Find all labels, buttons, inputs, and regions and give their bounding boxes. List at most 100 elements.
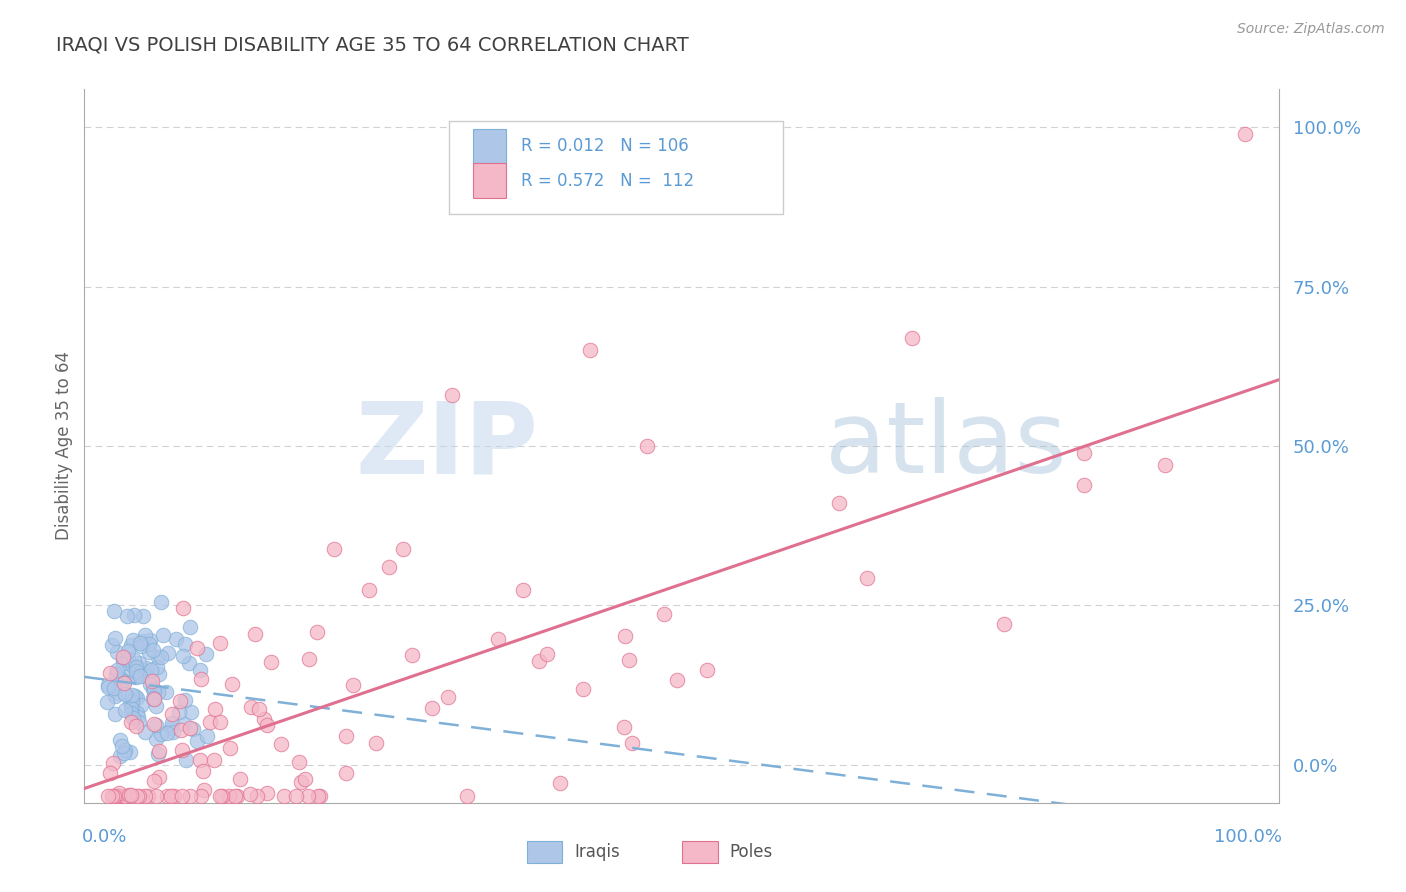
Point	[146, 650, 169, 665]
Point	[138, 677, 160, 691]
Point	[142, 684, 165, 698]
Point	[298, 651, 321, 665]
Point	[134, 628, 156, 642]
Point	[128, 715, 150, 730]
Point	[120, 714, 142, 729]
Point	[209, 715, 232, 730]
Point	[613, 629, 636, 643]
Point	[1153, 458, 1175, 472]
Point	[125, 664, 148, 678]
Point	[121, 694, 143, 708]
Point	[156, 789, 179, 804]
Point	[246, 789, 269, 804]
Bar	[682, 840, 718, 863]
Point	[696, 663, 718, 677]
Point	[156, 647, 179, 661]
Point	[180, 705, 202, 719]
Point	[138, 632, 160, 647]
Point	[103, 789, 125, 804]
Point	[366, 736, 388, 750]
FancyBboxPatch shape	[449, 121, 783, 214]
Point	[163, 789, 186, 804]
Point	[665, 673, 688, 687]
Point	[172, 789, 194, 804]
Y-axis label: Disability Age 35 to 64: Disability Age 35 to 64	[55, 351, 73, 541]
Point	[239, 787, 262, 801]
Point	[122, 653, 145, 667]
Text: R = 0.012   N = 106: R = 0.012 N = 106	[520, 137, 689, 155]
Point	[218, 740, 240, 755]
Point	[174, 692, 197, 706]
Point	[152, 628, 174, 642]
Point	[273, 789, 295, 804]
Text: R = 0.572   N =  112: R = 0.572 N = 112	[520, 171, 693, 189]
Point	[128, 666, 150, 681]
Point	[142, 692, 165, 706]
Point	[120, 788, 142, 802]
Point	[142, 716, 165, 731]
Text: atlas: atlas	[825, 398, 1067, 494]
Point	[134, 669, 156, 683]
Point	[190, 673, 212, 687]
Point	[170, 723, 193, 738]
Point	[1233, 127, 1256, 141]
Point	[287, 755, 309, 769]
Point	[117, 668, 139, 682]
Point	[294, 772, 316, 786]
Point	[110, 749, 132, 764]
Point	[188, 663, 211, 677]
Point	[900, 331, 922, 345]
Point	[117, 644, 139, 658]
Point	[252, 712, 274, 726]
Point	[195, 648, 218, 662]
Point	[101, 789, 124, 804]
Point	[179, 620, 201, 634]
Point	[342, 678, 364, 692]
Point	[652, 607, 675, 621]
Point	[436, 690, 458, 705]
Point	[114, 703, 136, 717]
Text: Poles: Poles	[730, 843, 773, 861]
Point	[323, 541, 346, 556]
Text: 100.0%: 100.0%	[1213, 828, 1282, 846]
Text: IRAQI VS POLISH DISABILITY AGE 35 TO 64 CORRELATION CHART: IRAQI VS POLISH DISABILITY AGE 35 TO 64 …	[56, 36, 689, 54]
Point	[111, 739, 134, 753]
Text: 0.0%: 0.0%	[82, 828, 128, 846]
Point	[111, 674, 134, 689]
Point	[129, 636, 152, 650]
Point	[103, 681, 125, 696]
Point	[125, 789, 148, 804]
Point	[173, 717, 195, 731]
Point	[121, 789, 143, 804]
Point	[357, 583, 380, 598]
Bar	[527, 840, 562, 863]
Point	[111, 650, 134, 665]
Point	[146, 660, 169, 674]
Point	[256, 786, 278, 800]
Point	[148, 744, 170, 758]
Point	[108, 786, 131, 800]
Point	[110, 671, 132, 685]
Point	[105, 789, 128, 804]
Text: ZIP: ZIP	[356, 398, 538, 494]
Point	[186, 641, 208, 656]
Point	[117, 652, 139, 666]
Point	[256, 718, 278, 732]
Point	[125, 660, 148, 674]
Point	[135, 660, 157, 674]
Point	[124, 607, 146, 622]
Point	[619, 653, 641, 667]
Point	[146, 685, 169, 699]
Point	[138, 637, 160, 651]
Point	[193, 783, 215, 797]
Point	[856, 571, 879, 585]
Point	[146, 747, 169, 762]
Point	[159, 789, 181, 804]
Point	[122, 633, 145, 648]
Point	[401, 648, 423, 662]
Point	[179, 721, 201, 735]
Point	[305, 624, 328, 639]
Point	[190, 789, 212, 804]
Point	[141, 663, 163, 677]
Point	[125, 706, 148, 720]
